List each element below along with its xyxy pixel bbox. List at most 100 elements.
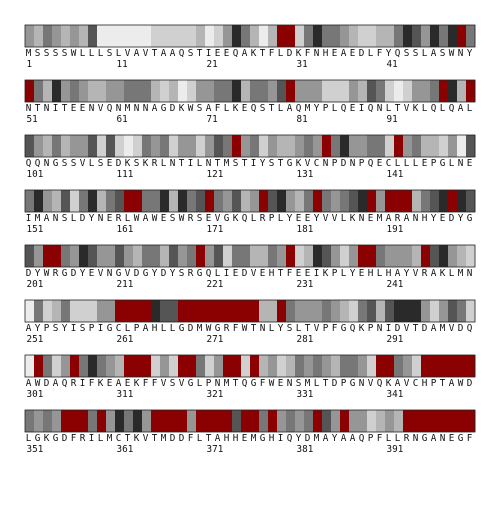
residue-letter: I bbox=[80, 378, 86, 389]
residue-letter: M bbox=[26, 48, 32, 59]
heatmap-cell bbox=[52, 190, 61, 212]
position-label: 151 bbox=[27, 224, 44, 235]
residue-letter: E bbox=[449, 433, 455, 444]
heatmap-cell bbox=[187, 135, 196, 157]
residue-letter: A bbox=[53, 378, 59, 389]
residue-letter: R bbox=[71, 378, 77, 389]
heatmap-cell bbox=[439, 410, 448, 432]
position-label: 201 bbox=[27, 279, 44, 290]
heatmap-cell bbox=[250, 80, 259, 102]
heatmap-cell bbox=[178, 300, 187, 322]
residue-letter: D bbox=[170, 433, 176, 444]
heatmap-cell bbox=[88, 300, 97, 322]
heatmap-cell bbox=[331, 410, 340, 432]
heatmap-cell bbox=[97, 135, 106, 157]
heatmap-row: AYPSYISPIGCLPAHLLGDMWGRFWTNLYSLTVPFGQKPN… bbox=[25, 300, 475, 345]
residue-letter: L bbox=[278, 103, 284, 114]
residue-letter: D bbox=[116, 158, 122, 169]
residue-letter: P bbox=[323, 323, 329, 334]
residue-letter: L bbox=[314, 378, 320, 389]
heatmap-cell bbox=[196, 245, 205, 267]
residue-letter: D bbox=[134, 268, 140, 279]
heatmap-cell bbox=[214, 80, 223, 102]
residue-letter: D bbox=[467, 378, 473, 389]
heatmap-cell bbox=[367, 25, 376, 47]
heatmap-cell bbox=[385, 300, 394, 322]
heatmap-cell bbox=[376, 80, 385, 102]
residue-letter: V bbox=[449, 323, 455, 334]
heatmap-cell bbox=[421, 355, 430, 377]
residue-letter: V bbox=[314, 323, 320, 334]
heatmap-cell bbox=[88, 135, 97, 157]
residue-letter: M bbox=[305, 378, 311, 389]
heatmap-cell bbox=[322, 245, 331, 267]
heatmap-cell bbox=[268, 300, 277, 322]
heatmap-cell bbox=[295, 80, 304, 102]
heatmap-cell bbox=[232, 300, 241, 322]
position-label: 51 bbox=[27, 114, 38, 125]
residue-letter: F bbox=[377, 433, 383, 444]
heatmap-cell bbox=[196, 135, 205, 157]
residue-letter: H bbox=[152, 323, 158, 334]
residue-letter: T bbox=[269, 103, 275, 114]
residue-letter: L bbox=[386, 433, 392, 444]
heatmap-cell bbox=[358, 245, 367, 267]
heatmap-cell bbox=[331, 300, 340, 322]
residue-letter: N bbox=[287, 378, 293, 389]
residue-letter: E bbox=[107, 378, 113, 389]
residue-letter: D bbox=[188, 323, 194, 334]
residue-letter: Y bbox=[89, 213, 95, 224]
heatmap-cell bbox=[160, 355, 169, 377]
residue-letter: S bbox=[134, 158, 140, 169]
residue-letter: Y bbox=[314, 213, 320, 224]
heatmap-cell bbox=[25, 190, 34, 212]
residue-letter: T bbox=[197, 48, 203, 59]
residue-letter: A bbox=[431, 48, 437, 59]
heatmap-cell bbox=[106, 300, 115, 322]
heatmap-cell bbox=[394, 355, 403, 377]
residue-letter: N bbox=[458, 158, 464, 169]
residue-letter: G bbox=[143, 268, 149, 279]
residue-letter: M bbox=[458, 268, 464, 279]
heatmap-cell bbox=[151, 190, 160, 212]
residue-letter: R bbox=[53, 268, 59, 279]
residue-letter: E bbox=[206, 213, 212, 224]
heatmap-cell bbox=[25, 355, 34, 377]
position-label: 331 bbox=[297, 389, 314, 400]
residue-letter: P bbox=[332, 268, 338, 279]
heatmap-cell bbox=[133, 300, 142, 322]
residue-letter: H bbox=[233, 433, 239, 444]
heatmap-cell bbox=[214, 300, 223, 322]
residue-letter: E bbox=[350, 48, 356, 59]
heatmap-cell bbox=[394, 190, 403, 212]
heatmap-cell bbox=[232, 355, 241, 377]
heatmap-cell bbox=[259, 135, 268, 157]
heatmap-row: QQNGSSVLSEDKSKRLNTILNTMSTIYSTGKVCNPDNPQE… bbox=[25, 135, 475, 180]
heatmap-cell bbox=[439, 135, 448, 157]
heatmap-cell bbox=[448, 245, 457, 267]
heatmap-cell bbox=[61, 245, 70, 267]
heatmap-cell bbox=[79, 300, 88, 322]
residue-letter: N bbox=[44, 158, 50, 169]
heatmap-cell bbox=[304, 80, 313, 102]
position-label: 321 bbox=[207, 389, 224, 400]
residue-letter: W bbox=[206, 323, 212, 334]
residue-letter: D bbox=[458, 323, 464, 334]
heatmap-cell bbox=[457, 300, 466, 322]
heatmap-cell bbox=[403, 410, 412, 432]
residue-letter: E bbox=[260, 268, 266, 279]
residue-letter: M bbox=[251, 433, 257, 444]
heatmap-cell bbox=[124, 355, 133, 377]
heatmap-cell bbox=[367, 355, 376, 377]
heatmap-cell bbox=[169, 190, 178, 212]
heatmap-cell bbox=[322, 410, 331, 432]
residue-letter: T bbox=[233, 378, 239, 389]
residue-letter: Y bbox=[431, 213, 437, 224]
residue-letter: E bbox=[242, 433, 248, 444]
heatmap-cell bbox=[169, 300, 178, 322]
heatmap-cell bbox=[259, 25, 268, 47]
residue-letter: D bbox=[179, 433, 185, 444]
residue-letter: F bbox=[215, 103, 221, 114]
position-label: 181 bbox=[297, 224, 314, 235]
residue-letter: L bbox=[197, 433, 203, 444]
